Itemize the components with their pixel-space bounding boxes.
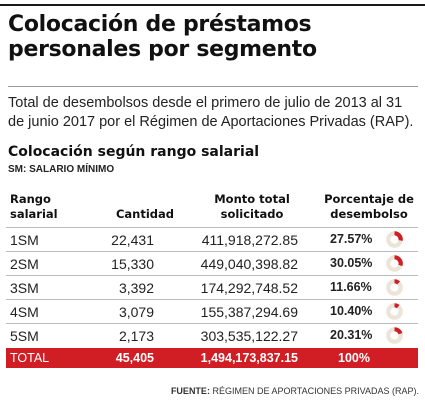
section-title: Colocación según rango salarial [8,144,260,160]
source-text: RÉGIMEN DE APORTACIONES PRIVADAS (RAP). [212,386,419,396]
source-label: FUENTE: [170,386,210,396]
percent-label: 30.05% [330,255,373,270]
table-row: 5SM 2,173 303,535,122.27 20.31% [6,323,418,348]
title-line-2: personales por segmento [8,37,317,62]
total-row: TOTAL 45,405 1,494,173,837.15 100% [6,347,418,368]
cell-porcentaje: 30.05% [320,251,418,276]
cell-porcentaje: 10.40% [320,299,418,324]
percent-donut-3 [386,303,403,320]
donut-arc-4 [394,327,403,335]
cell-porcentaje: 27.57% [320,227,418,252]
table-row: 4SM 3,079 155,387,294.69 10.40% [6,299,418,324]
percent-donut-4 [386,327,403,345]
percent-label: 27.57% [330,231,373,246]
percent-donut-0 [386,231,403,248]
donut-arc-1 [394,255,403,267]
table-row: 2SM 15,330 449,040,398.82 30.05% [6,251,418,276]
cell-cantidad: 3,392 [74,275,184,300]
intro-text: Total de desembolsos desde el primero de… [8,95,414,130]
cell-cantidad: 2,173 [74,323,184,348]
percent-label: 10.40% [330,303,373,318]
total-porcentaje: 100% [320,347,418,368]
source-credit: FUENTE: RÉGIMEN DE APORTACIONES PRIVADAS… [171,386,419,396]
cell-rango: 4SM [6,299,74,324]
donut-arc-3 [394,303,400,309]
cell-cantidad: 3,079 [74,299,184,324]
cell-monto: 303,535,122.27 [184,323,320,348]
cell-monto: 411,918,272.85 [184,227,320,252]
total-cantidad: 45,405 [74,347,184,368]
header-rango: Rango salarial [10,192,58,221]
cell-rango: 2SM [6,251,74,276]
cell-rango: 5SM [6,323,74,348]
segment-table: Rango salarial Cantidad Monto total solic… [6,192,418,368]
cell-monto: 174,292,748.52 [184,275,320,300]
title-line-1: Colocación de préstamos [8,12,312,37]
donut-arc-2 [394,279,401,285]
percent-label: 20.31% [330,328,373,343]
cell-cantidad: 22,431 [74,227,184,252]
header-porcentaje: Porcentaje de desembolso [324,192,414,221]
total-rango: TOTAL [6,347,74,368]
top-rule [0,4,425,6]
table-header-row: Rango salarial Cantidad Monto total solic… [6,192,418,228]
total-monto: 1,494,173,837.15 [184,347,320,368]
cell-monto: 155,387,294.69 [184,299,320,324]
header-monto: Monto total solicitado [214,192,290,221]
percent-donut-2 [386,279,403,296]
percent-donut-1 [386,255,403,272]
cell-cantidad: 15,330 [74,251,184,276]
cell-porcentaje: 11.66% [320,275,418,300]
percent-label: 11.66% [330,279,372,294]
cell-rango: 3SM [6,275,74,300]
section-note: SM: SALARIO MÍNIMO [8,164,115,175]
cell-monto: 449,040,398.82 [184,251,320,276]
page-title: Colocación de préstamos personales por s… [8,12,418,62]
donut-arc-0 [394,231,403,241]
cell-rango: 1SM [6,227,74,252]
table-row: 3SM 3,392 174,292,748.52 11.66% [6,275,418,300]
cell-porcentaje: 20.31% [320,323,418,348]
title-separator [8,86,418,87]
table-row: 1SM 22,431 411,918,272.85 27.57% [6,227,418,252]
header-cantidad: Cantidad [115,207,174,221]
